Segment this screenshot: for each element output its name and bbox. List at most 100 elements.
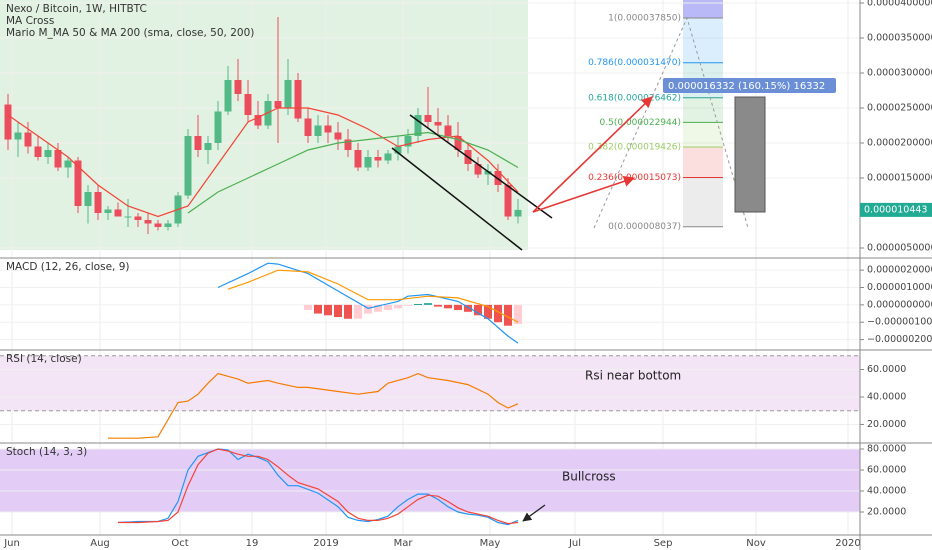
y-tick-label: 40.0000	[867, 391, 906, 402]
candle-body	[454, 135, 462, 150]
candle-body	[114, 209, 122, 217]
y-tick-label: 0.0000050000	[867, 242, 932, 253]
x-tick-label: Jul	[568, 538, 581, 549]
candle-body	[364, 156, 372, 168]
candle-body	[94, 191, 102, 213]
candle-body	[34, 146, 42, 157]
candle-body	[284, 80, 292, 109]
candle-body	[314, 125, 322, 136]
candle-body	[514, 209, 522, 217]
channel-line	[391, 147, 523, 251]
candle-body	[164, 223, 172, 227]
fib-band	[683, 97, 723, 123]
panel-title: Nexo / Bitcoin, 1W, HITBTC	[6, 3, 147, 15]
panel-indicator: Mario M_MA 50 & MA 200 (sma, close, 50, …	[6, 27, 254, 39]
x-tick-label: 2019	[313, 538, 338, 549]
y-tick-label: 0.0000350000	[867, 33, 932, 44]
x-tick-label: Mar	[394, 538, 414, 549]
y-tick-label: 0.0000150000	[867, 172, 932, 183]
candle-body	[204, 142, 212, 150]
measure-label: 0.000016332 (160.15%) 16332	[668, 81, 825, 92]
annotation: Rsi near bottom	[585, 369, 681, 383]
channel-line	[409, 114, 553, 219]
histogram-bar	[484, 304, 492, 319]
fib-band	[683, 18, 723, 63]
candle-body	[64, 160, 72, 168]
candle-body	[394, 146, 402, 154]
indicator-line	[187, 131, 519, 214]
last-price-label: 0.000010443	[864, 204, 927, 215]
fib-label: 0.618(0.000026462)	[588, 93, 681, 103]
indicator-line	[7, 107, 519, 218]
candle-body	[504, 184, 512, 217]
candle-body	[54, 149, 62, 168]
panel-subtitle: MA Cross	[6, 15, 54, 27]
histogram-bar	[314, 304, 322, 314]
y-tick-label: 20.0000	[867, 507, 906, 518]
x-tick-label: May	[480, 538, 501, 549]
histogram-bar	[394, 304, 402, 309]
candle-body	[384, 153, 392, 161]
y-tick-label: −0.0000010000	[867, 317, 932, 328]
fib-label: 0.382(0.000019426)	[588, 143, 681, 153]
histogram-bar	[334, 304, 342, 318]
histogram-bar	[424, 303, 432, 305]
y-tick-label: 0.0000000000	[867, 299, 932, 310]
candle-body	[294, 80, 302, 119]
y-tick-label: 60.0000	[867, 464, 906, 475]
histogram-bar	[324, 304, 332, 316]
indicator-line	[108, 372, 519, 439]
y-tick-label: 20.0000	[867, 419, 906, 430]
indicator-line	[227, 269, 519, 323]
x-tick-label: Oct	[171, 538, 188, 549]
x-tick-label: Sep	[654, 538, 673, 549]
candle-body	[4, 104, 12, 140]
y-tick-label: 0.0000010000	[867, 282, 932, 293]
y-tick-label: −0.0000020000	[867, 334, 932, 345]
y-tick-label: 0.0000020000	[867, 265, 932, 276]
annotation-arrow	[522, 504, 546, 522]
fib-label: 0.236(0.000015073)	[588, 173, 681, 183]
band-fill	[0, 448, 860, 512]
indicator-line	[217, 262, 519, 344]
indicator-line	[117, 448, 519, 526]
measure-box	[734, 96, 766, 213]
y-tick-label: 60.0000	[867, 364, 906, 375]
indicator-line	[118, 448, 519, 525]
histogram-bar	[304, 304, 312, 311]
candle-body	[254, 115, 262, 126]
candle-body	[444, 125, 452, 136]
candle-body	[184, 135, 192, 196]
histogram-bar	[384, 304, 392, 311]
panel-title: Stoch (14, 3, 3)	[6, 446, 87, 458]
candle-body	[474, 163, 482, 175]
histogram-bar	[474, 304, 482, 316]
histogram-bar	[414, 304, 422, 305]
candle-body	[414, 115, 422, 136]
candle-body	[224, 80, 232, 112]
candle-body	[214, 111, 222, 143]
candle-body	[234, 80, 242, 95]
candle-body	[154, 223, 162, 227]
candle-body	[194, 135, 202, 150]
fib-label: 0(0.000008037)	[608, 222, 681, 232]
fib-top-block	[683, 0, 723, 18]
fib-label: 1(0.000037850)	[608, 14, 681, 24]
candle-body	[124, 216, 132, 218]
last-price-tag	[860, 202, 932, 217]
x-tick-label: Nov	[746, 538, 766, 549]
candle-body	[324, 125, 332, 133]
x-tick-label: Jun	[3, 538, 20, 549]
panel-title: RSI (14, close)	[6, 353, 82, 365]
candle-body	[244, 94, 252, 116]
candle-body	[74, 160, 82, 206]
fib-label: 0.786(0.000031470)	[588, 58, 681, 68]
candle-body	[334, 132, 342, 140]
histogram-bar	[364, 304, 372, 314]
x-tick-label: 19	[246, 538, 259, 549]
y-tick-label: 0.0000250000	[867, 103, 932, 114]
candle-body	[144, 219, 152, 224]
histogram-bar	[434, 304, 442, 307]
annotation: Bullcross	[562, 470, 616, 484]
